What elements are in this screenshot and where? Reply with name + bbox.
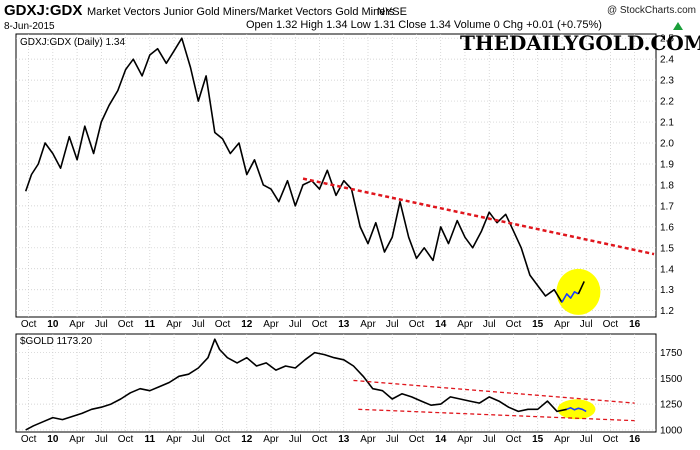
gold-x-tick-label: Apr [69, 434, 85, 445]
gold-x-tick-label: 15 [532, 434, 544, 445]
gold-series-line-0 [25, 338, 567, 431]
gold-x-tick-label: Jul [289, 434, 302, 445]
price-y-tick-label: 1.3 [660, 285, 674, 296]
price-x-tick-label: Apr [457, 319, 473, 330]
gold-panel-frame [15, 333, 657, 433]
chart-exchange: NYSE [377, 6, 407, 18]
copyright-text: @ StockCharts.com [607, 5, 696, 16]
gold-x-tick-label: Oct [215, 434, 231, 445]
price-series-line-0 [24, 37, 563, 303]
price-x-tick-label: 16 [629, 319, 641, 330]
price-x-tick-label: Apr [166, 319, 182, 330]
price-x-tick-label: Oct [21, 319, 37, 330]
price-x-tick-label: Apr [263, 319, 279, 330]
gold-x-tick-label: 16 [629, 434, 641, 445]
price-legend: GDXJ:GDX (Daily) 1.34 [20, 37, 125, 48]
price-y-tick-label: 1.4 [660, 264, 674, 275]
gold-x-tick-label: Apr [263, 434, 279, 445]
price-x-tick-label: Jul [289, 319, 302, 330]
brand-watermark: THEDAILYGOLD.COM [460, 31, 700, 55]
price-y-tick-label: 1.7 [660, 201, 674, 212]
up-triangle-icon [673, 22, 683, 30]
price-x-tick-label: Oct [312, 319, 328, 330]
gold-panel-marks [25, 338, 635, 431]
price-x-tick-label: 13 [338, 319, 350, 330]
gold-x-tick-label: Oct [312, 434, 328, 445]
price-x-tick-label: Jul [483, 319, 496, 330]
chart-date: 8-Jun-2015 [4, 21, 55, 32]
price-x-tick-label: 11 [145, 319, 156, 330]
price-x-tick-label: 12 [241, 319, 253, 330]
gold-x-tick-label: Jul [95, 434, 108, 445]
price-y-tick-label: 1.8 [660, 180, 674, 191]
price-x-tick-label: Jul [580, 319, 593, 330]
price-y-tick-label: 2.2 [660, 97, 674, 108]
price-y-axis-labels: 1.2 1.3 1.4 1.5 1.6 1.7 1.8 1.9 2.0 2.1 2.2 2.3 2.4 2… [660, 34, 674, 318]
price-y-tick-label: 1.2 [660, 306, 674, 317]
price-panel-frame [15, 33, 657, 318]
gold-x-tick-label: Jul [483, 434, 496, 445]
price-x-tick-label: Jul [192, 319, 205, 330]
price-y-tick-label: 1.6 [660, 222, 674, 233]
gold-x-tick-label: Jul [386, 434, 399, 445]
price-x-tick-label: 14 [435, 319, 447, 330]
price-x-tick-label: 10 [47, 319, 59, 330]
price-x-tick-label: Apr [360, 319, 376, 330]
gold-y-tick-label: 1750 [660, 348, 683, 359]
gold-x-tick-label: Oct [409, 434, 425, 445]
price-x-tick-label: Jul [95, 319, 108, 330]
price-y-tick-label: 1.5 [660, 243, 674, 254]
price-y-tick-label: 2.4 [660, 55, 674, 66]
gold-x-tick-label: Jul [580, 434, 593, 445]
gold-x-tick-label: Oct [603, 434, 619, 445]
gold-y-tick-label: 1500 [660, 374, 683, 385]
price-trendline [302, 177, 655, 256]
gold-x-tick-label: Oct [118, 434, 134, 445]
price-y-tick-label: 2.3 [660, 76, 674, 87]
gold-x-tick-label: Apr [360, 434, 376, 445]
gold-x-axis-labels: Oct 10 Apr Jul Oct 11 Apr Jul Oct 12 Apr Jul Oct 13 Ap… [21, 434, 641, 445]
chart-symbol: GDXJ:GDX [4, 2, 82, 19]
price-x-axis-labels: Oct 10 Apr Jul Oct 11 Apr Jul Oct 12 Apr Jul Oct 13 Ap… [21, 319, 641, 330]
price-series-line-2 [577, 281, 585, 295]
price-highlight-circle [556, 268, 601, 315]
gold-y-tick-label: 1250 [660, 400, 683, 411]
gold-y-tick-label: 1000 [660, 425, 683, 436]
price-x-tick-label: Oct [118, 319, 134, 330]
gold-x-tick-label: Apr [554, 434, 570, 445]
price-x-tick-label: Jul [386, 319, 399, 330]
price-x-tick-label: Oct [409, 319, 425, 330]
gold-series-line-1 [566, 406, 587, 413]
chart-ohlc: Open 1.32 High 1.34 Low 1.31 Close 1.34 … [246, 19, 602, 31]
price-y-tick-label: 1.9 [660, 159, 674, 170]
price-x-tick-label: Oct [603, 319, 619, 330]
gold-x-tick-label: Oct [506, 434, 522, 445]
price-panel-grid [16, 34, 656, 317]
gold-legend: $GOLD 1173.20 [20, 336, 93, 347]
price-x-tick-label: Oct [506, 319, 522, 330]
gold-x-tick-label: Jul [192, 434, 205, 445]
gold-x-tick-label: Apr [166, 434, 182, 445]
gold-x-tick-label: Oct [21, 434, 37, 445]
price-y-tick-label: 2.5 [660, 34, 674, 45]
gold-x-tick-label: Apr [457, 434, 473, 445]
price-panel-marks [24, 37, 655, 315]
price-y-tick-label: 2.0 [660, 139, 674, 150]
price-x-tick-label: Apr [554, 319, 570, 330]
gold-x-tick-label: 10 [47, 434, 59, 445]
price-x-tick-label: Oct [215, 319, 231, 330]
gold-x-tick-label: 14 [435, 434, 447, 445]
price-series-line-1 [561, 290, 579, 303]
gold-y-axis-labels: 1000 1250 1500 1750 [660, 348, 683, 436]
price-y-tick-label: 2.1 [660, 118, 674, 129]
gold-x-tick-label: 11 [145, 434, 156, 445]
price-x-tick-label: Apr [69, 319, 85, 330]
price-x-tick-label: 15 [532, 319, 544, 330]
gold-channel-line-0 [353, 379, 635, 404]
gold-x-tick-label: 13 [338, 434, 350, 445]
gold-x-tick-label: 12 [241, 434, 253, 445]
chart-security-name: Market Vectors Junior Gold Miners/Market… [87, 6, 395, 18]
